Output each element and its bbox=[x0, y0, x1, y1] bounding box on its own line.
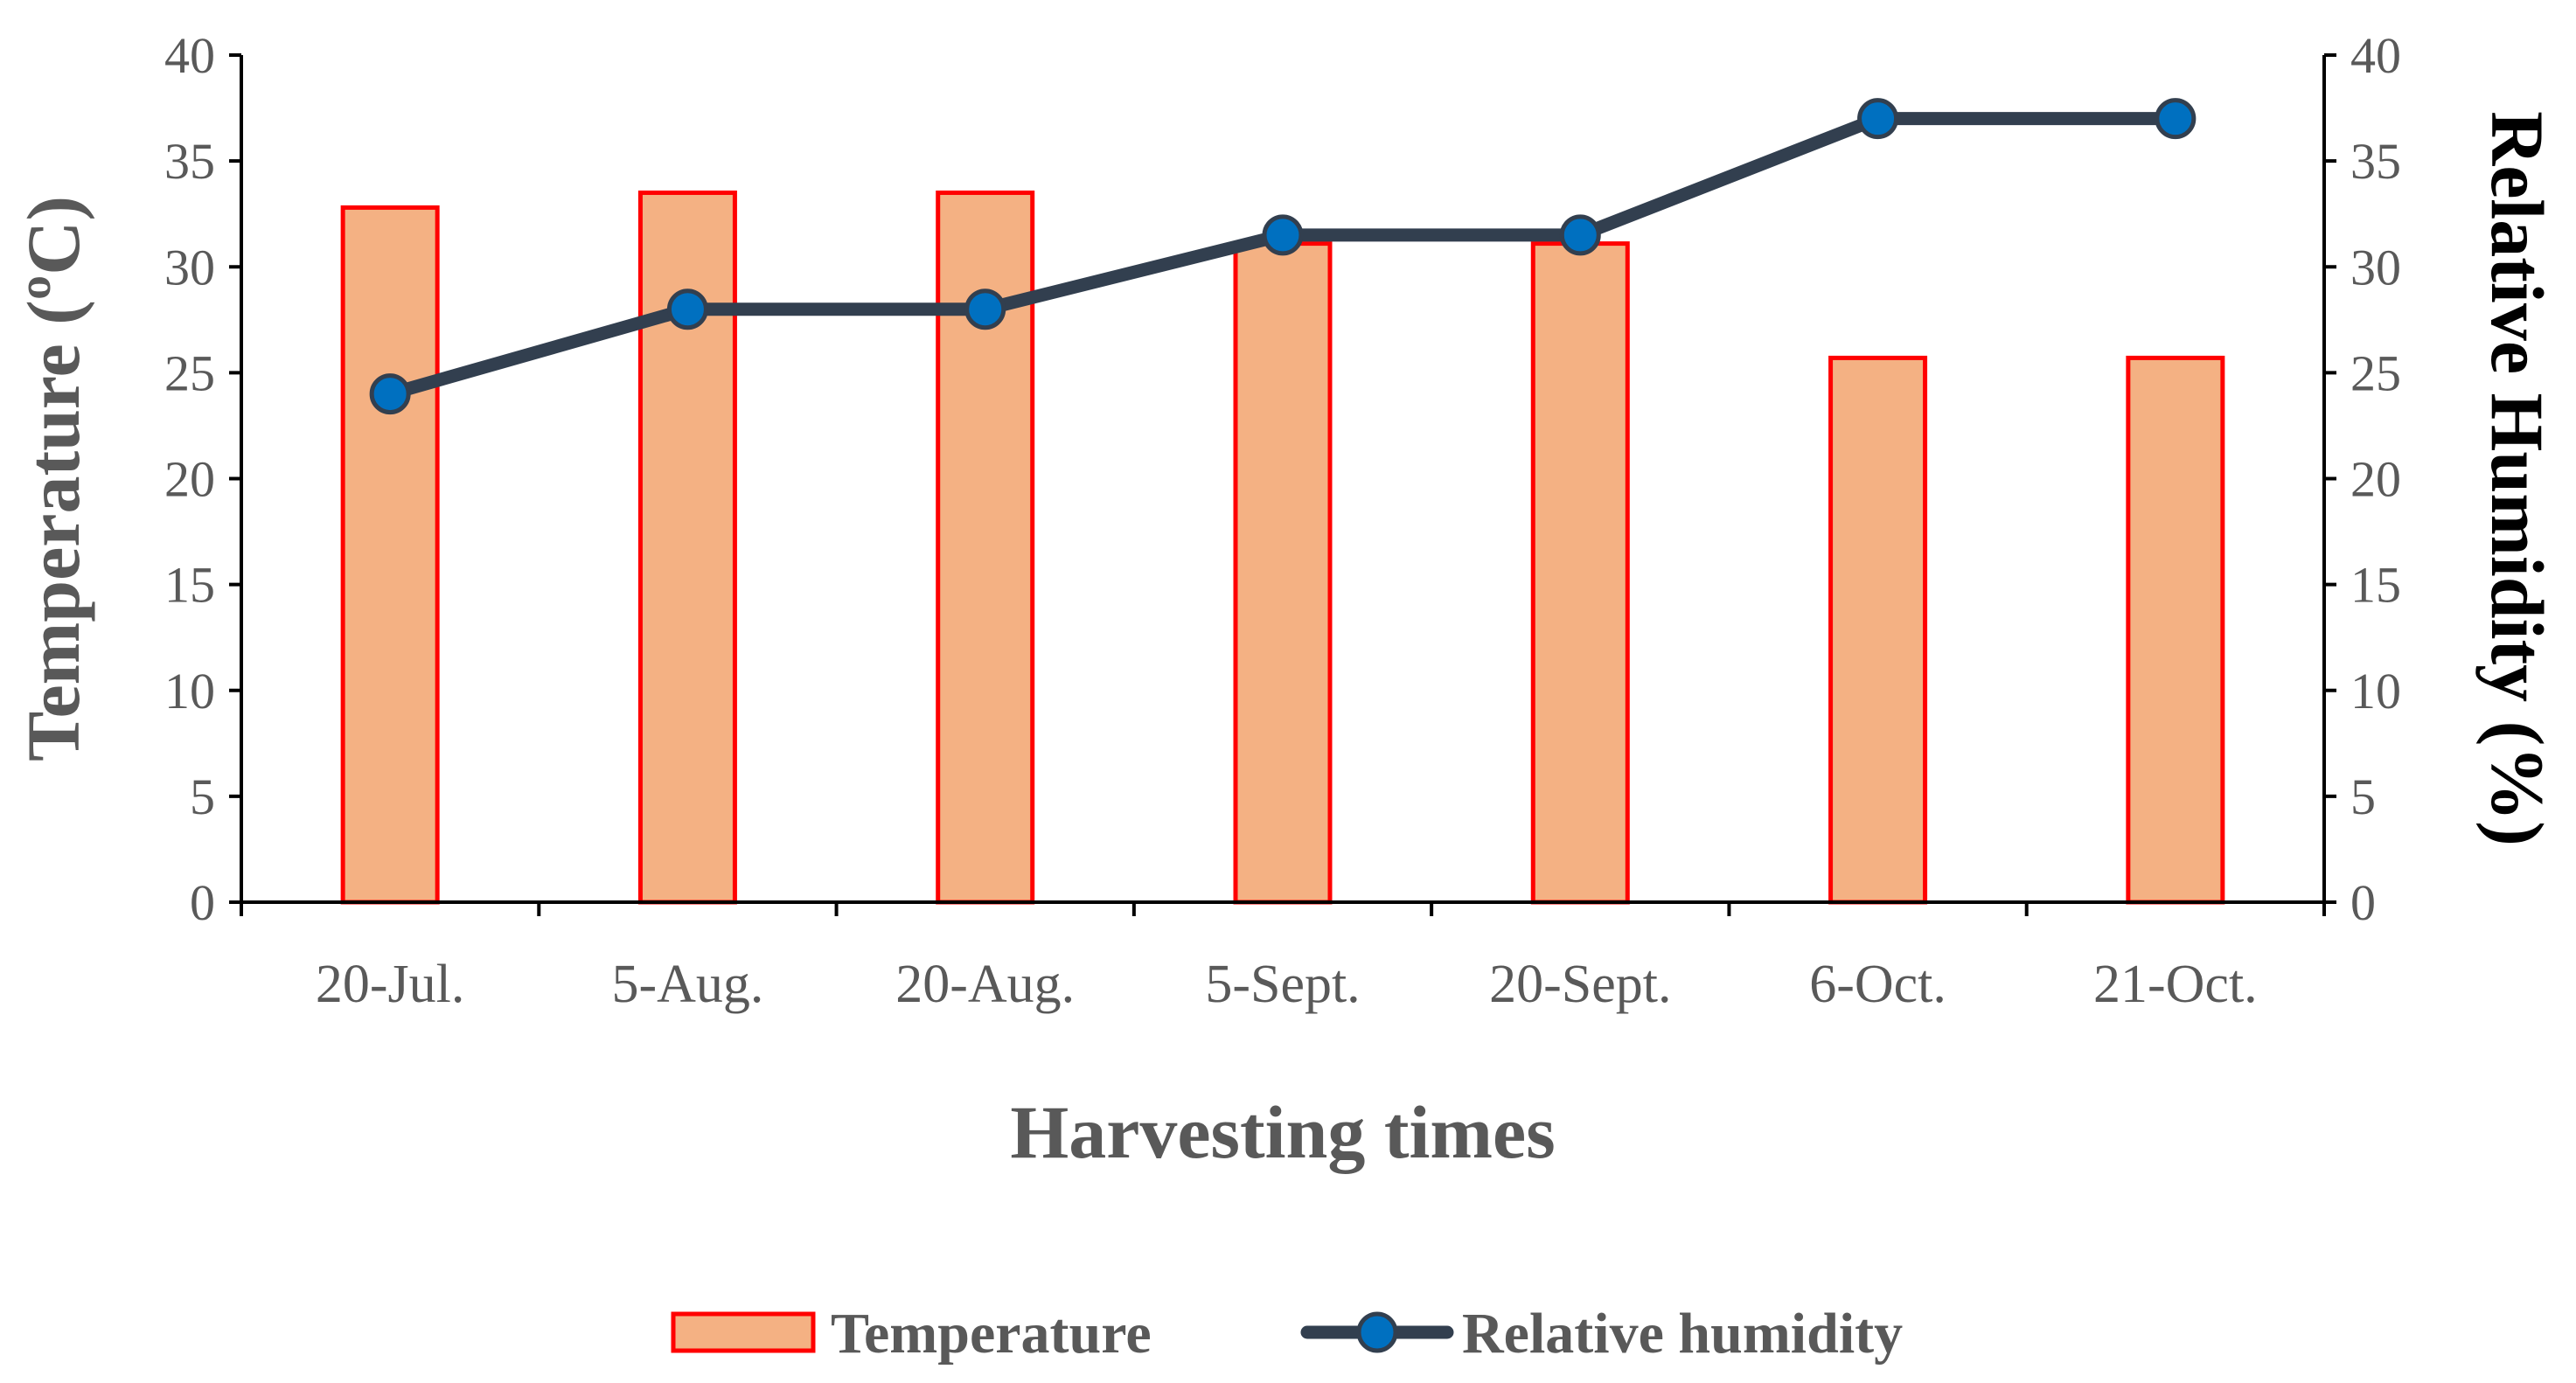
y-tick-label-1: 5 bbox=[190, 768, 215, 825]
humidity-point-2 bbox=[964, 288, 1006, 330]
y-tick-label-3: 15 bbox=[164, 557, 215, 614]
humidity-point-3 bbox=[1262, 214, 1304, 256]
y2-tick-label-0: 0 bbox=[2350, 874, 2376, 931]
y-axis-left-title: Temperature (ºC) bbox=[11, 196, 95, 761]
x-tick-label-6: 21-Oct. bbox=[2093, 955, 2258, 1014]
x-tick-label-0: 20-Jul. bbox=[316, 955, 465, 1014]
temperature-bar-3 bbox=[1233, 241, 1333, 905]
y2-tick-label-3: 15 bbox=[2350, 557, 2401, 614]
x-tick-label-3: 5-Sept. bbox=[1205, 955, 1360, 1014]
legend-temperature-swatch bbox=[671, 1311, 816, 1353]
y-tick-label-8: 40 bbox=[164, 27, 215, 84]
y2-tick-label-2: 10 bbox=[2350, 663, 2401, 719]
y2-tick-label-8: 40 bbox=[2350, 27, 2401, 84]
y-tick-label-6: 30 bbox=[164, 239, 215, 295]
tick-labels: 0 5 10 15 20 25 30 35 40 0 5 10 15 20 25 30 35 40 20-Jul. 5… bbox=[164, 27, 2401, 1014]
temperature-bars bbox=[340, 190, 2225, 905]
legend-temperature-label: Temperature bbox=[831, 1302, 1152, 1366]
humidity-line-series bbox=[369, 98, 2197, 415]
temperature-bar-6 bbox=[2126, 355, 2225, 905]
humidity-point-0 bbox=[369, 373, 411, 415]
temperature-bar-4 bbox=[1530, 241, 1630, 905]
humidity-point-1 bbox=[666, 288, 708, 330]
temperature-bar-5 bbox=[1828, 355, 1928, 905]
x-tick-label-5: 6-Oct. bbox=[1809, 955, 1946, 1014]
y-tick-label-7: 35 bbox=[164, 133, 215, 190]
y-axis-right-title: Relative Humidity (%) bbox=[2475, 111, 2559, 846]
y2-tick-label-1: 5 bbox=[2350, 768, 2376, 825]
legend-humidity-label: Relative humidity bbox=[1462, 1302, 1903, 1366]
y2-tick-label-6: 30 bbox=[2350, 239, 2401, 295]
x-tick-label-2: 20-Aug. bbox=[895, 955, 1075, 1014]
x-tick-label-1: 5-Aug. bbox=[611, 955, 763, 1014]
legend-humidity-marker bbox=[1356, 1311, 1398, 1353]
humidity-point-6 bbox=[2155, 98, 2197, 140]
y-tick-label-4: 20 bbox=[164, 451, 215, 508]
y2-tick-label-4: 20 bbox=[2350, 451, 2401, 508]
x-axis-title: Harvesting times bbox=[1010, 1090, 1555, 1174]
y-tick-label-5: 25 bbox=[164, 344, 215, 401]
y2-tick-label-5: 25 bbox=[2350, 344, 2401, 401]
humidity-point-5 bbox=[1857, 98, 1899, 140]
y-tick-label-2: 10 bbox=[164, 663, 215, 719]
y2-tick-label-7: 35 bbox=[2350, 133, 2401, 190]
legend: Temperature Relative humidity bbox=[671, 1302, 1903, 1366]
y-tick-label-0: 0 bbox=[190, 874, 215, 931]
x-tick-label-4: 20-Sept. bbox=[1489, 955, 1671, 1014]
humidity-point-4 bbox=[1559, 214, 1601, 256]
temperature-bar-0 bbox=[340, 205, 440, 905]
